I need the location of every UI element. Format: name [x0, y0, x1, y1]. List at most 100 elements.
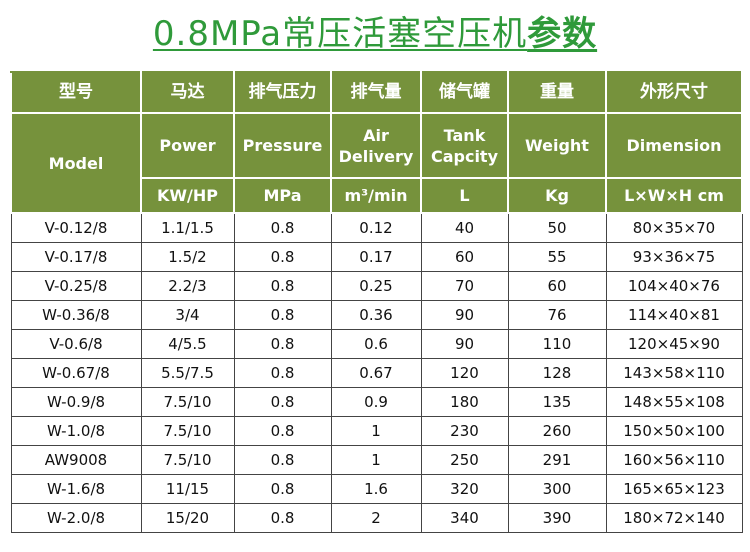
- header-zh: 马达: [140, 71, 235, 114]
- table-body: V-0.12/8 1.1/1.5 0.8 0.12 40 50 80×35×70 V-0.17…: [10, 212, 743, 533]
- cell: 0.8: [233, 329, 332, 359]
- cell: 3/4: [140, 300, 235, 330]
- header-en: Dimension: [605, 112, 743, 179]
- cell: 1: [330, 416, 422, 446]
- spec-table: 型号 马达 排气压力 排气量 储气罐 重量 外形尺寸 Model Power Pressure Ai…: [10, 71, 743, 533]
- cell: 50: [507, 212, 607, 243]
- cell: 0.12: [330, 212, 422, 243]
- data-row: V-0.17/8 1.5/2 0.8 0.17 60 55 93×36×75: [10, 242, 743, 272]
- cell: 90: [420, 329, 509, 359]
- cell: 60: [507, 271, 607, 301]
- cell: W-2.0/8: [10, 503, 142, 533]
- cell: 7.5/10: [140, 416, 235, 446]
- cell: 150×50×100: [605, 416, 743, 446]
- header-en: Air Delivery: [330, 112, 422, 179]
- header-row: Model Power Pressure Air Delivery Tank Capci…: [10, 112, 743, 214]
- cell: 230: [420, 416, 509, 446]
- title-emphasis: 参数: [527, 14, 598, 54]
- header-row: 型号 马达 排气压力 排气量 储气罐 重量 外形尺寸: [10, 71, 743, 114]
- cell: V-0.25/8: [10, 271, 142, 301]
- cell: 60: [420, 242, 509, 272]
- data-row: V-0.25/8 2.2/3 0.8 0.25 70 60 104×40×76: [10, 271, 743, 301]
- header-zh: 排气量: [330, 71, 422, 114]
- cell: 104×40×76: [605, 271, 743, 301]
- cell: 90: [420, 300, 509, 330]
- table-head: 型号 马达 排气压力 排气量 储气罐 重量 外形尺寸 Model Power Pressure Ai…: [10, 71, 743, 214]
- cell: 5.5/7.5: [140, 358, 235, 388]
- cell: 0.8: [233, 212, 332, 243]
- data-row: W-2.0/8 15/20 0.8 2 340 390 180×72×140: [10, 503, 743, 533]
- cell: 135: [507, 387, 607, 417]
- cell: 2: [330, 503, 422, 533]
- cell: 4/5.5: [140, 329, 235, 359]
- header-en: Weight: [507, 112, 607, 179]
- cell: 320: [420, 474, 509, 504]
- cell: 76: [507, 300, 607, 330]
- title-main: 0.8MPa常压活塞空压机: [152, 14, 528, 54]
- cell: 11/15: [140, 474, 235, 504]
- cell: 93×36×75: [605, 242, 743, 272]
- header-unit: m³/min: [330, 177, 422, 214]
- data-row: W-0.9/8 7.5/10 0.8 0.9 180 135 148×55×108: [10, 387, 743, 417]
- cell: 0.8: [233, 474, 332, 504]
- cell: 0.8: [233, 416, 332, 446]
- cell: 110: [507, 329, 607, 359]
- cell: 180: [420, 387, 509, 417]
- cell: 260: [507, 416, 607, 446]
- cell: 1: [330, 445, 422, 475]
- cell: 0.8: [233, 242, 332, 272]
- cell: 114×40×81: [605, 300, 743, 330]
- cell: 0.8: [233, 271, 332, 301]
- cell: 0.9: [330, 387, 422, 417]
- header-unit: MPa: [233, 177, 332, 214]
- cell: 0.8: [233, 445, 332, 475]
- cell: W-0.9/8: [10, 387, 142, 417]
- cell: W-1.0/8: [10, 416, 142, 446]
- cell: 40: [420, 212, 509, 243]
- header-en: Model: [10, 112, 142, 214]
- cell: 2.2/3: [140, 271, 235, 301]
- cell: 1.6: [330, 474, 422, 504]
- cell: 143×58×110: [605, 358, 743, 388]
- cell: W-0.36/8: [10, 300, 142, 330]
- header-zh: 重量: [507, 71, 607, 114]
- cell: 7.5/10: [140, 387, 235, 417]
- cell: 120×45×90: [605, 329, 743, 359]
- header-unit: KW/HP: [140, 177, 235, 214]
- cell: 1.5/2: [140, 242, 235, 272]
- cell: 128: [507, 358, 607, 388]
- cell: 0.8: [233, 300, 332, 330]
- header-zh: 外形尺寸: [605, 71, 743, 114]
- cell: 15/20: [140, 503, 235, 533]
- data-row: W-1.0/8 7.5/10 0.8 1 230 260 150×50×100: [10, 416, 743, 446]
- cell: V-0.12/8: [10, 212, 142, 243]
- header-zh: 储气罐: [420, 71, 509, 114]
- header-row: KW/HP MPa m³/min L Kg L×W×H cm: [11, 177, 743, 214]
- cell: 300: [507, 474, 607, 504]
- cell: 0.8: [233, 503, 332, 533]
- cell: 160×56×110: [605, 445, 743, 475]
- data-row: W-0.67/8 5.5/7.5 0.8 0.67 120 128 143×58×110: [10, 358, 743, 388]
- cell: 250: [420, 445, 509, 475]
- cell: 0.8: [233, 387, 332, 417]
- data-row: V-0.6/8 4/5.5 0.8 0.6 90 110 120×45×90: [10, 329, 743, 359]
- cell: 0.25: [330, 271, 422, 301]
- cell: V-0.17/8: [10, 242, 142, 272]
- cell: W-0.67/8: [10, 358, 142, 388]
- data-row: AW9008 7.5/10 0.8 1 250 291 160×56×110: [10, 445, 743, 475]
- header-unit: L×W×H cm: [605, 177, 743, 214]
- header-zh: 型号: [10, 71, 142, 114]
- header-en: Pressure: [233, 112, 332, 179]
- cell: W-1.6/8: [10, 474, 142, 504]
- cell: 7.5/10: [140, 445, 235, 475]
- header-unit: L: [420, 177, 509, 214]
- cell: 0.67: [330, 358, 422, 388]
- header-zh: 排气压力: [233, 71, 332, 114]
- cell: 70: [420, 271, 509, 301]
- cell: 291: [507, 445, 607, 475]
- data-row: W-1.6/8 11/15 0.8 1.6 320 300 165×65×123: [10, 474, 743, 504]
- cell: 1.1/1.5: [140, 212, 235, 243]
- cell: 0.8: [233, 358, 332, 388]
- cell: 148×55×108: [605, 387, 743, 417]
